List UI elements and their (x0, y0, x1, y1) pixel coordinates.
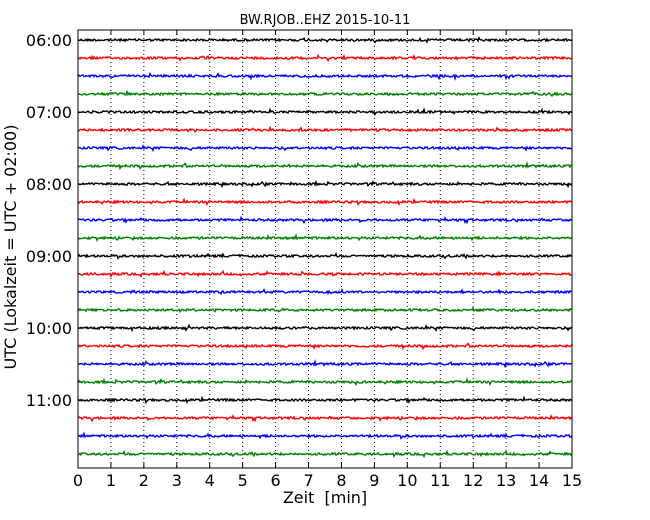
x-tick-label: 2 (139, 471, 149, 490)
x-tick-label: 9 (369, 471, 379, 490)
x-tick-label: 3 (172, 471, 182, 490)
x-tick-label: 4 (205, 471, 215, 490)
trace-0815 (77, 197, 573, 207)
x-tick-label: 15 (562, 471, 582, 490)
x-tick-label: 13 (496, 471, 516, 490)
x-tick-label: 7 (303, 471, 313, 490)
y-axis: 06:00 07:00 08:00 09:00 10:00 11:00 (26, 31, 572, 410)
vertical-grid (110, 30, 540, 468)
trace-0800 (77, 179, 573, 189)
x-tick-label: 14 (529, 471, 549, 490)
x-axis-label: Zeit [min] (283, 488, 367, 507)
y-tick-label: 11:00 (26, 391, 72, 410)
trace-1130 (77, 431, 573, 440)
y-axis-label: UTC (Lokalzeit = UTC + 02:00) (1, 125, 20, 370)
trace-0930 (77, 287, 573, 296)
trace-0745 (77, 160, 573, 171)
y-tick-label: 10:00 (26, 319, 72, 338)
y-tick-label: 09:00 (26, 247, 72, 266)
trace-0700 (77, 107, 573, 116)
trace-1000 (77, 323, 573, 333)
trace-0600 (77, 35, 573, 44)
y-tick-label: 08:00 (26, 175, 72, 194)
traces (77, 35, 573, 459)
trace-0645 (77, 89, 573, 97)
x-axis: 0 1 2 3 4 5 6 7 8 9 10 11 12 13 14 15 (73, 30, 582, 490)
x-tick-label: 1 (106, 471, 116, 490)
trace-1045 (77, 377, 573, 387)
x-tick-label: 10 (397, 471, 417, 490)
trace-0915 (77, 269, 573, 279)
chart-title: BW.RJOB..EHZ 2015-10-11 (240, 13, 411, 28)
y-tick-label: 07:00 (26, 103, 72, 122)
plot-frame (77, 29, 573, 469)
trace-0730 (77, 144, 573, 153)
trace-0830 (77, 215, 573, 225)
x-tick-label: 11 (430, 471, 450, 490)
trace-0900 (77, 251, 573, 260)
trace-0630 (77, 71, 573, 82)
trace-1030 (77, 358, 573, 369)
trace-1115 (77, 413, 573, 423)
trace-0615 (77, 53, 573, 63)
x-tick-label: 5 (238, 471, 248, 490)
x-tick-label: 6 (271, 471, 281, 490)
trace-1145 (77, 449, 573, 459)
x-tick-label: 8 (336, 471, 346, 490)
trace-0715 (77, 125, 573, 133)
y-tick-label: 06:00 (26, 31, 72, 50)
trace-1100 (77, 395, 573, 404)
trace-0845 (77, 233, 573, 243)
trace-1015 (77, 342, 573, 351)
x-tick-label: 12 (463, 471, 483, 490)
trace-0945 (77, 306, 573, 314)
x-tick-label: 0 (73, 471, 83, 490)
